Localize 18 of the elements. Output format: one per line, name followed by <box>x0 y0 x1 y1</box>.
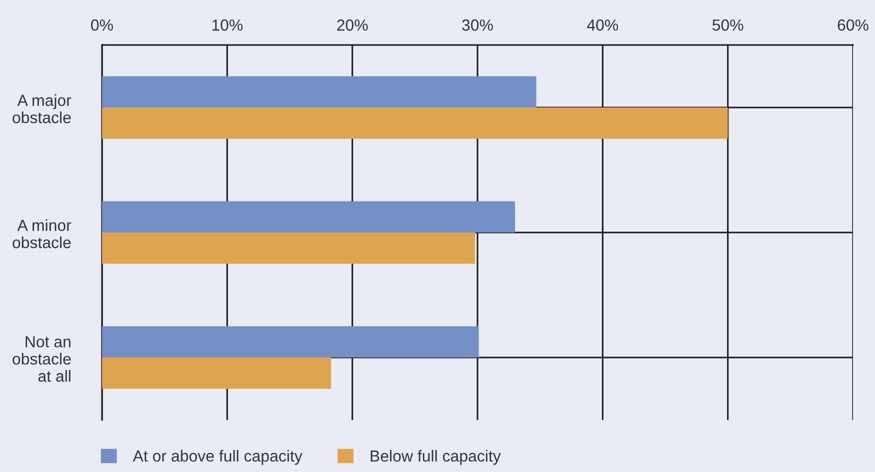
bar <box>102 201 516 232</box>
y-tick-label: A major obstacle <box>12 94 72 124</box>
y-tick-label: A minor obstacle <box>12 219 72 248</box>
bar <box>102 76 536 108</box>
legend-label: At or above full capacity <box>132 450 302 465</box>
x-tick-label: 60% <box>838 19 868 31</box>
bar <box>102 358 332 389</box>
bar <box>102 232 475 264</box>
x-tick-label: 10% <box>212 19 243 31</box>
legend-label: Below full capacity <box>370 450 501 465</box>
x-tick-label: 50% <box>712 19 744 31</box>
x-tick-label: 0% <box>91 19 113 31</box>
x-tick-label: 40% <box>587 19 618 31</box>
x-tick-label: 30% <box>462 19 493 31</box>
bar <box>102 108 728 139</box>
x-tick-label: 20% <box>337 19 368 31</box>
bar <box>102 326 479 358</box>
y-tick-label: Not an obstacle at all <box>12 336 71 382</box>
